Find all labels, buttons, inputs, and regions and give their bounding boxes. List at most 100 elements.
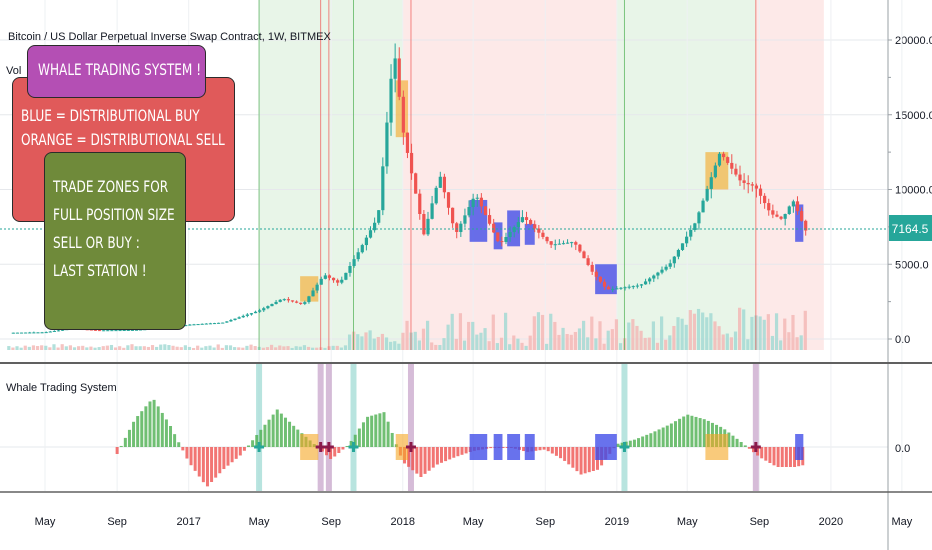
candle-body <box>471 198 475 208</box>
volume-bar <box>249 344 253 350</box>
indicator-bar <box>234 447 238 459</box>
candle-body <box>483 206 488 216</box>
candle-body <box>648 278 652 282</box>
candle-body <box>352 259 356 267</box>
indicator-bar <box>682 416 686 447</box>
volume-bar <box>413 331 417 350</box>
indicator-signal-band-buy <box>256 364 263 491</box>
legend-line-buy: BLUE = DISTRIBUTIONAL BUY <box>21 106 200 125</box>
indicator-bar <box>616 443 620 447</box>
volume-bar <box>738 307 742 350</box>
candle-body <box>245 314 249 316</box>
indicator-zone-box-buy <box>524 434 535 460</box>
indicator-bar <box>255 435 259 447</box>
candle-body <box>730 162 734 169</box>
volume-bar <box>187 346 192 350</box>
candle-body <box>516 222 520 228</box>
candle-body <box>24 332 28 334</box>
indicator-bar <box>690 415 694 447</box>
candle-body <box>672 256 676 264</box>
indicator-bar <box>296 429 300 447</box>
candle-body <box>385 122 389 167</box>
candle-body <box>106 330 110 332</box>
candle-body <box>750 184 754 186</box>
indicator-bar <box>747 447 751 449</box>
indicator-bar <box>567 447 571 465</box>
indicator-bar <box>271 414 275 447</box>
candle-body <box>689 230 693 237</box>
indicator-bar <box>776 447 780 467</box>
volume-bar <box>200 347 204 350</box>
trend-zone-buy <box>616 0 756 350</box>
candle-body <box>315 284 319 291</box>
volume-bar <box>573 331 577 350</box>
volume-bar <box>479 332 483 350</box>
indicator-bar <box>263 424 267 447</box>
indicator-signal-band-sell <box>407 364 414 491</box>
candle-body <box>323 275 327 279</box>
indicator-bar <box>173 434 177 447</box>
volume-bar <box>384 337 389 350</box>
indicator-bar <box>448 447 452 460</box>
volume-bar <box>356 334 360 350</box>
candle-body <box>623 287 627 289</box>
candle-body <box>713 165 717 178</box>
volume-bar <box>60 344 64 350</box>
time-tick-label: Sep <box>750 516 770 528</box>
candle-body <box>496 232 500 242</box>
price-tick-label: 15000.0 <box>895 110 932 122</box>
time-tick-label: May <box>463 516 484 528</box>
candle-body <box>795 201 800 212</box>
candle-body <box>775 214 779 217</box>
candle-body <box>188 324 192 326</box>
volume-bar <box>196 345 200 350</box>
volume-bar <box>159 344 163 350</box>
volume-bar <box>458 313 463 350</box>
volume-bar <box>442 338 446 350</box>
volume-bar <box>142 346 146 350</box>
volume-bar <box>471 321 475 350</box>
indicator-bar <box>439 447 443 463</box>
indicator-bar <box>242 447 246 451</box>
volume-bar <box>56 347 60 350</box>
volume-bar <box>237 347 241 350</box>
volume-bar <box>729 337 733 350</box>
indicator-bar <box>583 447 587 474</box>
candle-body <box>508 232 512 238</box>
candle-body <box>582 251 586 259</box>
indicator-bar <box>267 419 271 447</box>
indicator-bar <box>279 413 283 447</box>
candle-body <box>422 214 426 235</box>
volume-bar <box>150 345 155 350</box>
volume-bar <box>401 332 405 350</box>
indicator-bar <box>288 421 292 447</box>
indicator-bar <box>382 412 386 447</box>
candle-body <box>771 210 775 215</box>
candle-body <box>451 207 455 224</box>
candle-body <box>500 241 504 243</box>
volume-bar <box>467 321 471 350</box>
indicator-bar <box>760 447 764 459</box>
candle-body <box>221 322 225 324</box>
volume-bar <box>113 347 118 350</box>
candle-body <box>721 153 726 158</box>
volume-bar <box>19 347 23 350</box>
volume-bar <box>126 345 130 350</box>
candle-body <box>225 321 229 323</box>
volume-bar <box>311 347 315 350</box>
indicator-bar <box>731 435 735 447</box>
candle-body <box>368 230 373 238</box>
indicator-signal-cross-sell <box>323 442 334 452</box>
indicator-bar <box>571 447 575 468</box>
indicator-signal-cross-sell <box>405 442 416 452</box>
candle-body <box>693 223 697 231</box>
indicator-bar <box>185 447 189 459</box>
volume-label: Vol <box>6 65 21 77</box>
volume-bar <box>668 335 672 350</box>
indicator-bar <box>550 447 554 454</box>
volume-bar <box>565 334 569 350</box>
indicator-layer <box>115 399 805 487</box>
signal-lines-layer <box>256 0 759 491</box>
candle-body <box>598 276 603 282</box>
